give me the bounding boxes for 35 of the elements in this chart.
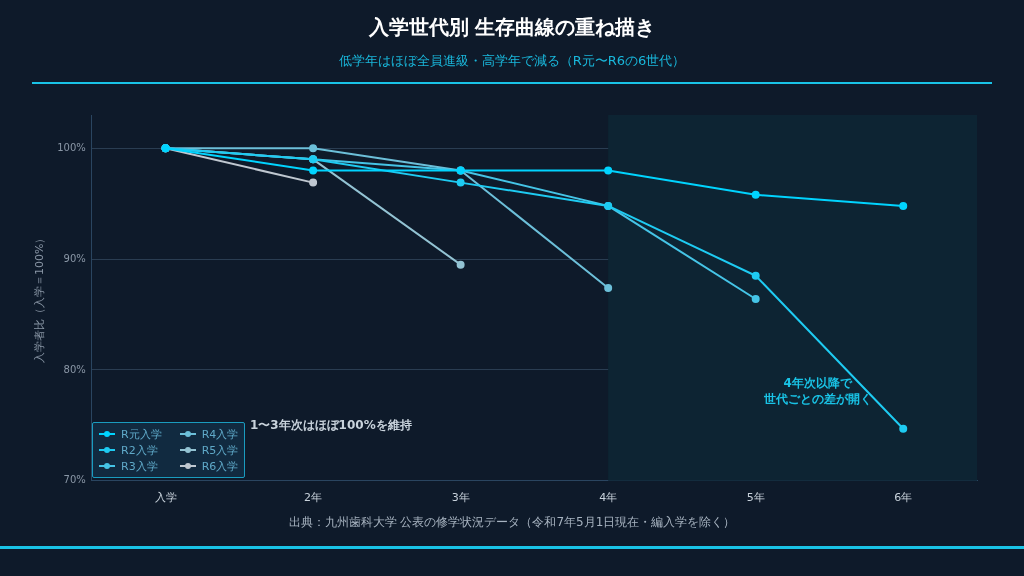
point <box>751 271 760 280</box>
y-tick-label: 90% <box>63 252 86 264</box>
x-tick-label: 5年 <box>746 491 765 505</box>
point <box>604 283 613 292</box>
chart-title: 入学世代別 生存曲線の重ね描き <box>367 14 657 41</box>
source-note: 出典：九州歯科大学 公表の修学状況データ（令和7年5月1日現在・編入学を除く） <box>287 514 737 531</box>
x-tick-label: 4年 <box>599 491 618 505</box>
point <box>309 144 318 153</box>
point <box>751 295 760 304</box>
point <box>751 190 760 199</box>
annotation: 1〜3年次はほぼ100%を維持 <box>249 417 412 432</box>
point <box>899 424 908 433</box>
y-tick-label: 80% <box>63 363 86 375</box>
annotation: 4年次以降で <box>783 375 853 390</box>
legend-label: R3入学 <box>121 458 158 474</box>
legend-label: R2入学 <box>121 442 158 458</box>
legend-label: R4入学 <box>201 426 239 442</box>
y-tick-label: 100% <box>57 141 86 153</box>
x-tick-label: 6年 <box>894 491 913 505</box>
legend-label: R5入学 <box>201 442 239 458</box>
point <box>309 178 318 187</box>
y-tick-label: 70% <box>63 474 86 486</box>
chart-subtitle: 低学年はほぼ全員進級・高学年で減る（R元〜R6の6世代） <box>337 52 687 70</box>
point <box>456 178 465 187</box>
x-tick-label: 2年 <box>304 491 323 505</box>
x-tick-label: 入学 <box>154 491 177 505</box>
x-tick-label: 3年 <box>451 491 470 505</box>
legend-label: R元入学 <box>121 426 162 442</box>
annotation: 世代ごとの差が開く <box>762 391 872 406</box>
point <box>456 260 465 269</box>
point <box>604 166 613 175</box>
y-axis-title: 入学者比（入学＝100%） <box>33 232 47 364</box>
point <box>899 201 908 210</box>
point <box>309 166 318 175</box>
legend-label: R6入学 <box>201 458 239 474</box>
